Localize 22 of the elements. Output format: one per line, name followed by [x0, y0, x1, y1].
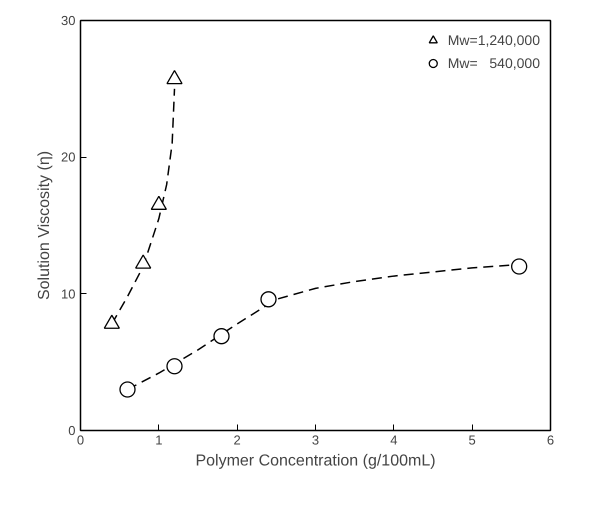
legend-label: Mw= 540,000 [448, 55, 540, 71]
point [511, 258, 528, 275]
point [135, 254, 152, 269]
y-tick-label: 0 [68, 423, 76, 438]
x-tick-label: 3 [312, 432, 320, 448]
y-axis-title: Solution Viscosity (η) [36, 150, 54, 300]
point [260, 291, 277, 308]
point [166, 70, 183, 84]
point [166, 358, 183, 374]
x-tick-label: 1 [155, 432, 162, 448]
point [213, 328, 230, 344]
x-axis-title: Polymer Concentration (g/100mL) [195, 452, 436, 470]
legend-label: Mw=1,240,000 [448, 32, 540, 48]
x-tick-label: 5 [468, 432, 476, 448]
x-tick-label: 4 [390, 432, 398, 448]
point [150, 196, 167, 210]
y-tick-label: 30 [61, 13, 76, 28]
y-tick-label: 20 [61, 150, 76, 165]
point [119, 381, 136, 398]
x-tick-label: 2 [234, 432, 241, 448]
y-tick-label: 10 [61, 286, 76, 302]
x-tick-label: 6 [546, 432, 554, 448]
